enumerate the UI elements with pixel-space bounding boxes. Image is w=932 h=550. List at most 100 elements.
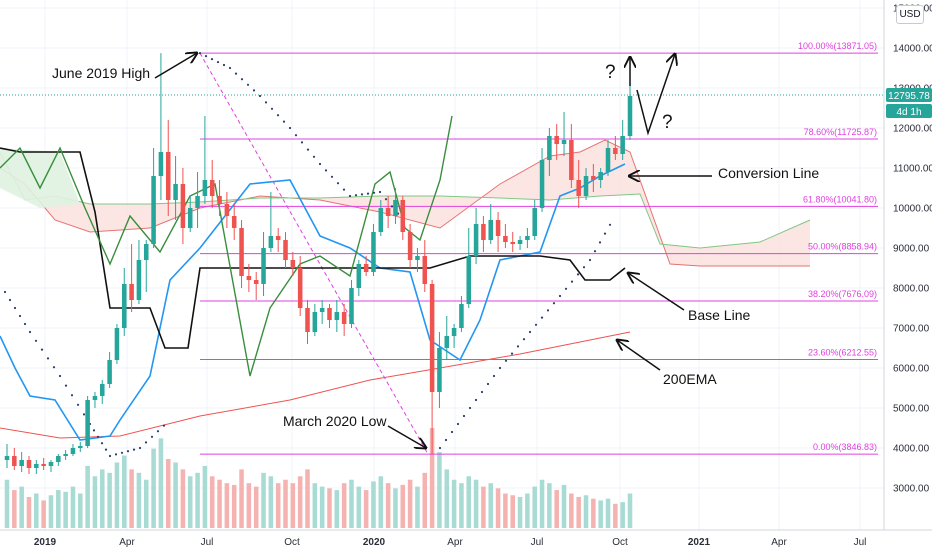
conversion-line-label: Conversion Line	[718, 165, 819, 181]
volume-bar	[334, 490, 340, 528]
candle-body	[217, 196, 222, 204]
candle-body	[327, 308, 332, 320]
volume-bar	[539, 479, 545, 528]
candle-body	[209, 180, 215, 196]
time-tick-label: 2019	[34, 537, 57, 548]
sar-dot	[582, 266, 586, 269]
volume-bar	[26, 496, 32, 528]
question-mark-upper: ?	[605, 62, 616, 83]
candlesticks	[4, 53, 633, 474]
volume-bar	[129, 469, 134, 528]
volume-bar	[19, 486, 24, 528]
sar-dot	[330, 175, 334, 178]
candle-body	[12, 456, 17, 466]
sar-dot	[504, 359, 508, 362]
sar-dot	[40, 348, 44, 351]
volume-bar	[415, 486, 420, 528]
price-tick-label: 14000.00	[893, 44, 932, 55]
candle-body	[495, 220, 501, 236]
volume-bar	[437, 452, 442, 528]
volume-bar	[554, 490, 559, 528]
volume-bar	[4, 479, 10, 528]
candle-body	[473, 224, 479, 256]
sar-dot	[540, 316, 544, 319]
time-axis: 2019 Apr Jul Oct 2020 Apr Jul Oct 2021 Apr Jul	[34, 537, 867, 548]
volume-bar	[444, 469, 450, 528]
sar-dot	[204, 55, 208, 58]
sar-dot	[450, 430, 454, 434]
ema-arrow	[617, 340, 661, 371]
candle-body	[268, 236, 274, 248]
volume-bar	[349, 479, 354, 528]
sar-dot	[342, 188, 346, 191]
volume-bar	[92, 476, 98, 528]
sar-dot	[70, 394, 74, 397]
candle-body	[437, 348, 442, 392]
sar-dot	[216, 60, 220, 64]
base-line	[0, 147, 626, 349]
sar-dot	[198, 52, 202, 55]
fib-level-label: 78.60%(11725.87)	[804, 127, 877, 137]
fib-level-label: 23.60%(6212.55)	[808, 347, 877, 357]
volume-bar	[78, 493, 83, 528]
sar-dot	[312, 155, 316, 158]
annotations: June 2019 High March 2020 Low Conversion…	[52, 53, 819, 448]
candle-body	[253, 280, 259, 284]
currency-button[interactable]: USD	[896, 5, 924, 24]
candle-body	[378, 208, 384, 232]
volume-bar	[488, 483, 494, 528]
volume-bar	[165, 459, 171, 528]
sar-dot	[366, 192, 370, 195]
sar-dot	[282, 120, 286, 123]
volume-bar	[231, 484, 237, 528]
volume-bar	[473, 479, 479, 528]
sar-dot	[486, 382, 490, 386]
sar-dot	[438, 446, 442, 450]
sar-dot	[270, 107, 274, 110]
candle-body	[19, 460, 24, 466]
volume-bar	[85, 465, 90, 528]
volume-bar	[143, 479, 149, 528]
volume-bar	[613, 503, 618, 528]
price-tick-label: 6000.00	[893, 364, 930, 375]
candle-body	[620, 136, 625, 154]
sar-dot	[162, 424, 166, 427]
candle-body	[48, 462, 54, 466]
candle-body	[393, 200, 398, 216]
sar-dot	[23, 322, 27, 326]
candle-body	[173, 184, 178, 200]
candle-body	[224, 204, 230, 216]
sar-dot	[510, 352, 514, 355]
sar-dot	[456, 422, 460, 426]
candle-body	[121, 284, 127, 328]
candle-body	[583, 176, 589, 196]
candle-body	[429, 284, 435, 392]
sar-dot	[336, 182, 340, 185]
price-tick-label: 5000.00	[893, 404, 930, 415]
candle-body	[444, 336, 450, 348]
sar-dot	[34, 339, 38, 342]
march-low-arrow	[387, 425, 426, 448]
volume-bar	[422, 472, 428, 528]
sar-dot	[593, 250, 597, 253]
march-low-label: March 2020 Low	[283, 413, 387, 429]
interval-label: 4d 1h	[896, 107, 921, 118]
volume-bar	[569, 493, 574, 528]
volume-bar	[224, 483, 230, 528]
time-tick-label: Jul	[854, 537, 867, 548]
fib-level-label: 50.00%(8858.94)	[808, 242, 877, 252]
candle-body	[187, 208, 193, 228]
fib-level-label: 0.00%(3846.83)	[813, 442, 877, 452]
sar-dot	[126, 450, 130, 453]
candle-body	[41, 464, 46, 466]
sar-dot	[318, 162, 322, 166]
volume-bar	[385, 483, 391, 528]
sar-dot	[564, 287, 568, 290]
volume-bar	[56, 490, 61, 528]
candle-body	[114, 328, 120, 360]
last-price-tag: 12795.78 4d 1h	[886, 88, 932, 118]
sar-dot	[444, 438, 448, 442]
volume-bar	[598, 500, 603, 528]
candle-body	[319, 308, 325, 312]
volume-bar	[620, 502, 625, 528]
